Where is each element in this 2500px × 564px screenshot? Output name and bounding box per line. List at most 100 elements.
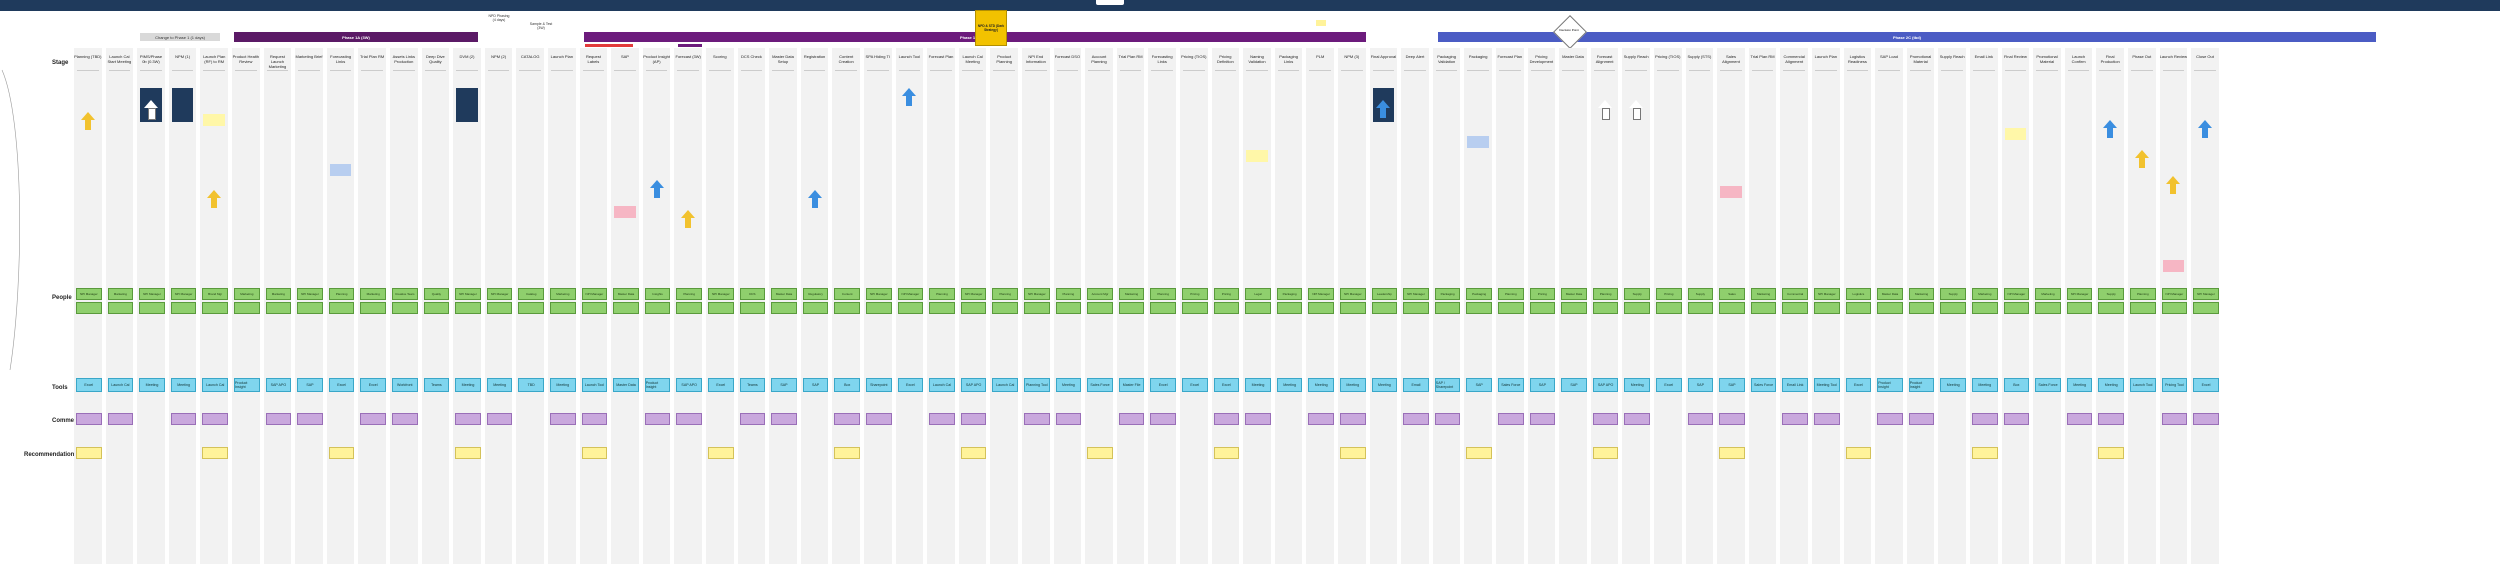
- person-card-secondary[interactable]: [1592, 302, 1619, 314]
- tool-card[interactable]: Box: [834, 378, 860, 392]
- comment-sticky[interactable]: [1245, 413, 1271, 425]
- tool-card[interactable]: Excel: [1845, 378, 1872, 392]
- person-card-secondary[interactable]: [1118, 302, 1145, 314]
- tool-card[interactable]: Meeting: [486, 378, 513, 392]
- person-card-secondary[interactable]: [897, 302, 924, 314]
- person-card-secondary[interactable]: [107, 302, 134, 314]
- tool-card[interactable]: Meeting: [170, 378, 197, 392]
- tool-card[interactable]: Sales Force: [1750, 378, 1777, 392]
- person-card-secondary[interactable]: [1877, 302, 1903, 314]
- comment-sticky[interactable]: [76, 413, 102, 425]
- recommendation-sticky[interactable]: [1592, 447, 1619, 459]
- comment-sticky[interactable]: [866, 413, 892, 425]
- sticky-note[interactable]: [1720, 186, 1742, 198]
- comment-sticky[interactable]: [202, 413, 228, 425]
- comment-sticky[interactable]: [1403, 413, 1429, 425]
- person-card[interactable]: NPI Manager: [708, 288, 734, 300]
- person-card[interactable]: NPI Manager: [2066, 288, 2093, 300]
- person-card-secondary[interactable]: [929, 302, 955, 314]
- person-card-secondary[interactable]: [1845, 302, 1872, 314]
- comment-sticky[interactable]: [265, 413, 292, 425]
- tool-card[interactable]: Product Insight: [1877, 378, 1903, 392]
- comment-sticky[interactable]: [739, 413, 766, 425]
- person-card-secondary[interactable]: [1276, 302, 1303, 314]
- person-card-secondary[interactable]: [644, 302, 671, 314]
- person-card[interactable]: Marketing: [234, 288, 260, 300]
- person-card-secondary[interactable]: [834, 302, 860, 314]
- person-card-secondary[interactable]: [2066, 302, 2093, 314]
- person-card-secondary[interactable]: [1972, 302, 1998, 314]
- comment-sticky[interactable]: [1814, 413, 1840, 425]
- person-card[interactable]: Master Data: [1561, 288, 1587, 300]
- tool-card[interactable]: Meeting: [1972, 378, 1998, 392]
- comment-sticky[interactable]: [1687, 413, 1714, 425]
- person-card-secondary[interactable]: [265, 302, 292, 314]
- person-card-secondary[interactable]: [234, 302, 260, 314]
- person-card-secondary[interactable]: [1340, 302, 1366, 314]
- document-thumbnail[interactable]: [456, 88, 478, 122]
- comment-sticky[interactable]: [1592, 413, 1619, 425]
- comment-sticky[interactable]: [929, 413, 955, 425]
- comment-sticky[interactable]: [2066, 413, 2093, 425]
- sticky-note[interactable]: [2162, 260, 2185, 272]
- person-card-secondary[interactable]: [518, 302, 544, 314]
- person-card[interactable]: Quality: [423, 288, 450, 300]
- comment-sticky[interactable]: [1529, 413, 1556, 425]
- person-card-secondary[interactable]: [1624, 302, 1650, 314]
- comment-sticky[interactable]: [1118, 413, 1145, 425]
- person-card-secondary[interactable]: [139, 302, 165, 314]
- recommendation-sticky[interactable]: [455, 447, 481, 459]
- person-card-secondary[interactable]: [1087, 302, 1113, 314]
- comment-sticky[interactable]: [1434, 413, 1461, 425]
- person-card[interactable]: Marketing: [1750, 288, 1777, 300]
- person-card[interactable]: Planning: [992, 288, 1018, 300]
- person-card[interactable]: Packaging: [1434, 288, 1461, 300]
- person-card-secondary[interactable]: [866, 302, 892, 314]
- tool-card[interactable]: Meeting: [1340, 378, 1366, 392]
- tool-card[interactable]: SAP: [297, 378, 323, 392]
- tool-card[interactable]: Excel: [2193, 378, 2219, 392]
- tool-card[interactable]: SAP: [771, 378, 797, 392]
- comment-sticky[interactable]: [1024, 413, 1050, 425]
- sticky-note[interactable]: [329, 164, 352, 176]
- person-card-secondary[interactable]: [328, 302, 355, 314]
- tool-card[interactable]: Meeting: [1245, 378, 1271, 392]
- person-card-secondary[interactable]: [1687, 302, 1714, 314]
- person-card[interactable]: Planning: [929, 288, 955, 300]
- comment-sticky[interactable]: [1055, 413, 1082, 425]
- person-card[interactable]: Marketing: [550, 288, 576, 300]
- person-card[interactable]: Pricing: [1656, 288, 1682, 300]
- person-card-secondary[interactable]: [76, 302, 102, 314]
- comment-sticky[interactable]: [771, 413, 797, 425]
- recommendation-sticky[interactable]: [708, 447, 734, 459]
- comment-sticky[interactable]: [1213, 413, 1240, 425]
- highlight-note[interactable]: NPD & STD (Dark Strategy): [975, 10, 1007, 46]
- tool-card[interactable]: Launch Cal: [929, 378, 955, 392]
- tool-card[interactable]: Meeting: [2066, 378, 2093, 392]
- tool-card[interactable]: Product Insight: [644, 378, 671, 392]
- person-card-secondary[interactable]: [1466, 302, 1492, 314]
- comment-sticky[interactable]: [2161, 413, 2188, 425]
- person-card[interactable]: Planning: [1055, 288, 1082, 300]
- person-card-secondary[interactable]: [1940, 302, 1966, 314]
- recommendation-sticky[interactable]: [328, 447, 355, 459]
- tool-card[interactable]: Planning Tool: [1024, 378, 1050, 392]
- tool-card[interactable]: Sales Force: [1498, 378, 1524, 392]
- person-card-secondary[interactable]: [676, 302, 702, 314]
- person-card[interactable]: Supply: [2098, 288, 2124, 300]
- person-card[interactable]: NPI Manager: [581, 288, 608, 300]
- person-card[interactable]: NPI Manager: [1308, 288, 1334, 300]
- person-card[interactable]: Marketing: [1908, 288, 1935, 300]
- recommendation-sticky[interactable]: [202, 447, 228, 459]
- person-card[interactable]: Packaging: [1276, 288, 1303, 300]
- comment-sticky[interactable]: [297, 413, 323, 425]
- comment-sticky[interactable]: [1782, 413, 1808, 425]
- tool-card[interactable]: Sales Force: [1087, 378, 1113, 392]
- tool-card[interactable]: Launch Cal: [107, 378, 134, 392]
- tool-card[interactable]: Meeting: [1276, 378, 1303, 392]
- recommendation-sticky[interactable]: [1466, 447, 1492, 459]
- person-card-secondary[interactable]: [613, 302, 639, 314]
- person-card-secondary[interactable]: [1403, 302, 1429, 314]
- person-card[interactable]: Planning: [1150, 288, 1176, 300]
- comment-sticky[interactable]: [550, 413, 576, 425]
